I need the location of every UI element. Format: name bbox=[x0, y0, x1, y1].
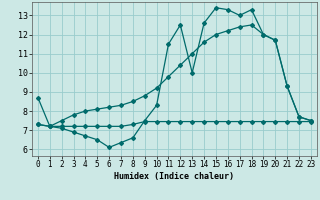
X-axis label: Humidex (Indice chaleur): Humidex (Indice chaleur) bbox=[115, 172, 234, 181]
